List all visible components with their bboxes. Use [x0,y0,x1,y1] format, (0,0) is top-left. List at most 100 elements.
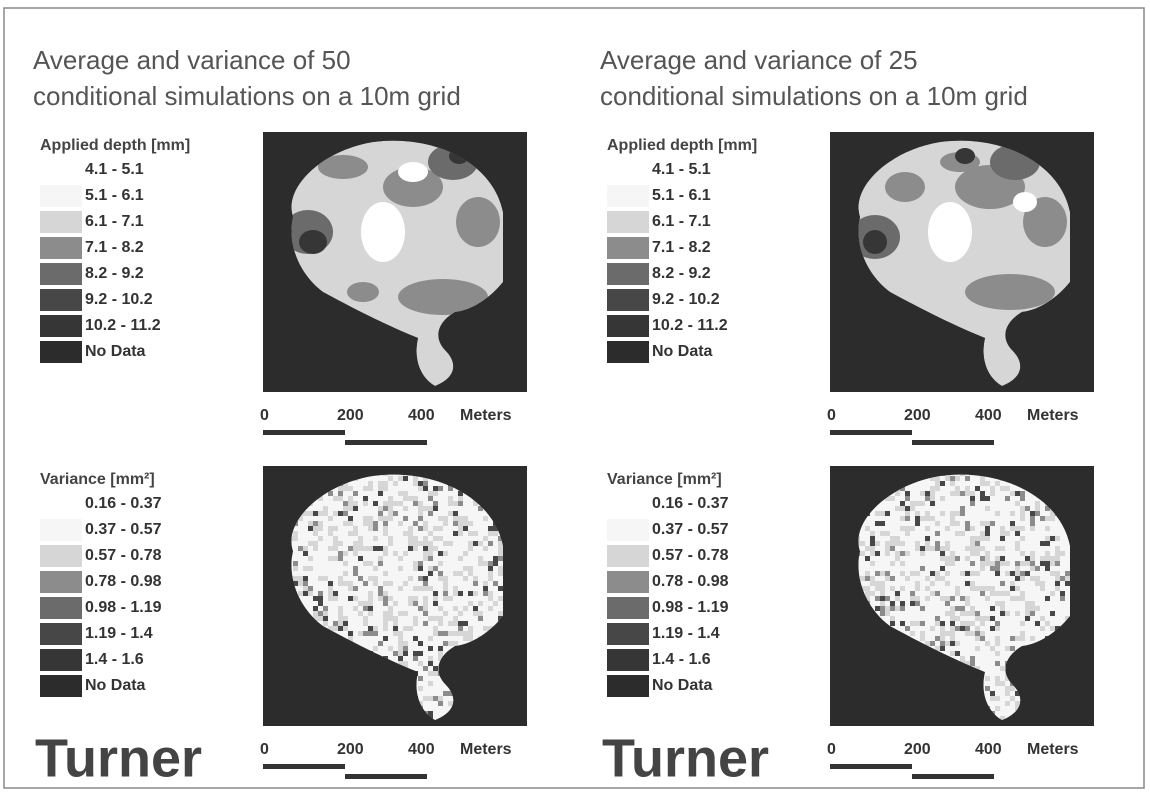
variance-cell [980,581,985,586]
variance-cell [1015,506,1020,511]
variance-cell [1005,651,1010,656]
variance-cell [438,641,443,646]
variance-cell [353,496,358,501]
variance-cell [478,596,483,601]
variance-cell [433,581,438,586]
variance-cell [995,566,1000,571]
scale-bar [345,440,427,445]
variance-cell [328,561,333,566]
variance-cell [403,656,408,661]
variance-cell [920,531,925,536]
variance-cell [328,551,333,556]
variance-cell [378,546,383,551]
variance-cell [433,556,438,561]
variance-cell [1025,601,1030,606]
variance-cell [895,611,900,616]
variance-cell [925,586,930,591]
variance-cell [990,571,995,576]
variance-cell [1000,511,1005,516]
variance-cell [423,626,428,631]
variance-cell [393,581,398,586]
variance-cell [403,571,408,576]
variance-cell [995,591,1000,596]
variance-cell [880,561,885,566]
variance-cell [1010,626,1015,631]
variance-cell [323,551,328,556]
legend-swatch [40,289,82,311]
variance-cell [930,506,935,511]
variance-cell [413,581,418,586]
variance-cell [358,506,363,511]
variance-cell [1020,551,1025,556]
variance-cell [865,556,870,561]
variance-cell [970,531,975,536]
variance-cell [388,486,393,491]
variance-cell [428,526,433,531]
variance-cell [423,521,428,526]
variance-cell [423,701,428,706]
variance-cell [383,521,388,526]
variance-cell [483,556,488,561]
variance-cell [995,631,1000,636]
variance-cell [940,526,945,531]
variance-cell [428,596,433,601]
variance-cell [473,561,478,566]
variance-cell [965,626,970,631]
variance-cell [1045,526,1050,531]
variance-cell [373,581,378,586]
variance-cell [333,561,338,566]
variance-cell [1025,551,1030,556]
variance-cell [950,591,955,596]
variance-cell [348,531,353,536]
variance-cell [1035,506,1040,511]
variance-cell [438,531,443,536]
variance-cell [925,626,930,631]
variance-cell [403,501,408,506]
variance-cell [975,611,980,616]
variance-cell [413,601,418,606]
variance-cell [880,516,885,521]
variance-cell [303,591,308,596]
variance-cell [910,566,915,571]
variance-cell [1000,621,1005,626]
variance-cell [885,611,890,616]
variance-cell [398,596,403,601]
variance-cell [478,591,483,596]
variance-cell [373,606,378,611]
variance-cell [1055,586,1060,591]
variance-cell [960,626,965,631]
variance-cell [413,621,418,626]
legend-label: 6.1 - 7.1 [652,213,711,230]
variance-cell [1045,596,1050,601]
variance-cell [398,501,403,506]
variance-cell [985,631,990,636]
variance-cell [353,546,358,551]
variance-cell [1065,561,1070,566]
variance-cell [920,636,925,641]
variance-cell [1015,621,1020,626]
variance-cell [443,621,448,626]
variance-cell [473,591,478,596]
variance-cell [363,601,368,606]
variance-cell [875,536,880,541]
variance-cell [333,511,338,516]
variance-cell [378,476,383,481]
variance-cell [323,621,328,626]
variance-cell [473,611,478,616]
variance-cell [1065,611,1070,616]
variance-cell [458,551,463,556]
variance-cell [1000,546,1005,551]
variance-cell [343,591,348,596]
variance-cell [418,561,423,566]
variance-cell [935,531,940,536]
variance-cell [1050,596,1055,601]
variance-cell [955,481,960,486]
variance-cell [418,546,423,551]
variance-cell [1040,526,1045,531]
variance-cell [1005,581,1010,586]
variance-cell [925,486,930,491]
variance-cell [453,536,458,541]
variance-cell [403,646,408,651]
variance-cell [1040,541,1045,546]
variance-cell [448,696,453,701]
